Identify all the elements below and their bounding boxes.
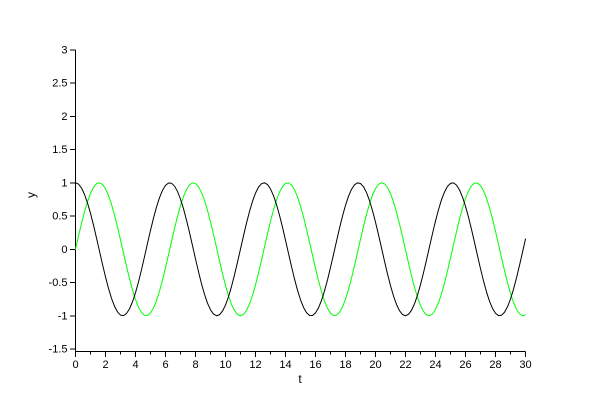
x-axis-title: t xyxy=(298,372,302,386)
y-axis-title: y xyxy=(24,192,38,198)
series-line-cos xyxy=(75,182,526,317)
y-tick-label: 1 xyxy=(61,177,67,189)
x-tick-label: 10 xyxy=(219,359,231,371)
x-tick-label: 0 xyxy=(72,359,78,371)
chart-generated-layer: 0 2 4 6 8 10 12 14 16 18 20 22 24 26 28 3032.521.510.50… xyxy=(49,44,532,371)
x-tick-label: 14 xyxy=(279,359,291,371)
y-tick-label: 3 xyxy=(61,44,67,56)
y-tick-label: 1.5 xyxy=(52,144,67,156)
x-tick-label: 22 xyxy=(399,359,411,371)
x-tick-label: 30 xyxy=(519,359,531,371)
x-tick-label: 6 xyxy=(162,359,168,371)
x-tick-label: 28 xyxy=(489,359,501,371)
x-tick-label: 12 xyxy=(249,359,261,371)
y-tick-label: 0 xyxy=(61,244,67,256)
x-tick-label: 26 xyxy=(459,359,471,371)
y-tick-label: 0.5 xyxy=(52,211,67,223)
x-tick-label: 24 xyxy=(429,359,441,371)
x-tick-label: 18 xyxy=(339,359,351,371)
x-tick-label: 4 xyxy=(132,359,138,371)
series-line-sin xyxy=(75,182,526,317)
y-tick-label: -1.5 xyxy=(49,344,68,356)
y-tick-label: -0.5 xyxy=(49,277,68,289)
y-tick-label: 2.5 xyxy=(52,78,67,90)
x-tick-label: 2 xyxy=(102,359,108,371)
y-tick-label: -1 xyxy=(58,310,68,322)
x-tick-label: 16 xyxy=(309,359,321,371)
y-tick-label: 2 xyxy=(61,111,67,123)
x-tick-label: 8 xyxy=(192,359,198,371)
x-tick-label: 20 xyxy=(369,359,381,371)
